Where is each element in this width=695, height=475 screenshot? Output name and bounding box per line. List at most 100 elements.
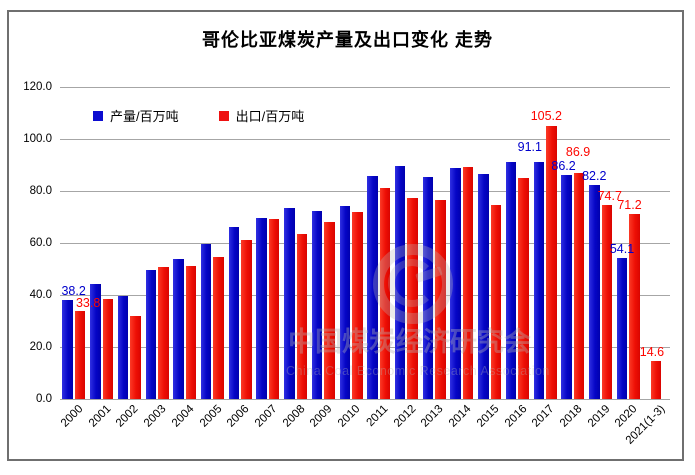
y-tick-label: 20.0 bbox=[29, 341, 52, 353]
data-label-production-2018: 86.2 bbox=[551, 158, 576, 173]
data-label-export-2018: 86.9 bbox=[565, 145, 591, 160]
y-tick-label: 40.0 bbox=[29, 289, 52, 301]
bar-export-2006 bbox=[241, 239, 252, 399]
category-2020: 54.1 71.2 bbox=[610, 87, 642, 399]
data-label-production-2020: 54.1 bbox=[609, 242, 635, 257]
bar-production-2001 bbox=[90, 284, 101, 399]
bar-production-2013 bbox=[422, 176, 434, 399]
bar-export-2009 bbox=[324, 221, 335, 399]
bar-production-2010 bbox=[339, 206, 351, 399]
category-2002 bbox=[115, 87, 143, 399]
bar-export-2002 bbox=[130, 315, 141, 399]
chart-title: 哥伦比亚煤炭产量及出口变化 走势 bbox=[202, 30, 493, 50]
data-label-production-2017: 91.1 bbox=[517, 140, 542, 155]
bar-export-2007 bbox=[268, 219, 280, 399]
bar-export-2014 bbox=[462, 166, 474, 399]
category-2016 bbox=[504, 87, 532, 399]
category-2015 bbox=[476, 87, 504, 399]
category-2006 bbox=[226, 87, 254, 399]
y-tick-label: 80.0 bbox=[29, 185, 52, 197]
data-label-export-2019: 74.7 bbox=[597, 188, 622, 203]
bar-production-2017: 91.1 bbox=[518, 141, 545, 399]
legend-label-export: 出口/百万吨 bbox=[235, 109, 305, 124]
bar-production-2011 bbox=[367, 175, 378, 399]
bar-export-2020: 71.2 bbox=[617, 198, 642, 399]
bar-production-2020: 54.1 bbox=[610, 243, 634, 399]
data-label-export-2021(1-3): 14.6 bbox=[639, 345, 665, 359]
category-2011 bbox=[365, 87, 393, 399]
category-2013 bbox=[420, 87, 448, 399]
y-tick-label: 120.0 bbox=[23, 81, 52, 93]
bar-production-2004 bbox=[173, 259, 184, 399]
bar-export-2012 bbox=[407, 198, 418, 399]
gridline-80 bbox=[60, 191, 670, 192]
bar-production-2003 bbox=[145, 269, 157, 399]
category-2005 bbox=[199, 87, 227, 399]
bar-production-2009 bbox=[311, 210, 323, 399]
bars-container: 38.2 33.8 91.1 105.2 86.2 86.9 82.2 74.7 54.1 71.… bbox=[60, 87, 670, 399]
legend: 产量/百万吨 出口/百万吨 bbox=[93, 106, 304, 125]
category-2003 bbox=[143, 87, 171, 399]
bar-export-2011 bbox=[379, 188, 391, 399]
bar-export-2018: 86.9 bbox=[566, 146, 590, 399]
bar-export-2017: 105.2 bbox=[531, 109, 562, 399]
category-2001 bbox=[88, 87, 116, 399]
bar-export-2003 bbox=[158, 266, 169, 399]
bar-production-2019: 82.2 bbox=[582, 170, 606, 399]
category-2021(1-3): 14.6 bbox=[640, 87, 670, 399]
bar-export-2001 bbox=[102, 298, 114, 399]
y-axis: 120.0 100.0 80.0 60.0 40.0 20.0 0.0 bbox=[0, 81, 52, 405]
category-2017: 91.1 105.2 bbox=[518, 87, 562, 399]
gridline-40 bbox=[60, 295, 670, 296]
category-2012 bbox=[393, 87, 421, 399]
category-2014 bbox=[448, 87, 476, 399]
plot-area: 38.2 33.8 91.1 105.2 86.2 86.9 82.2 74.7 54.1 71.… bbox=[60, 87, 670, 400]
bar-export-2013 bbox=[435, 200, 446, 399]
category-2009 bbox=[309, 87, 337, 399]
y-tick-label: 100.0 bbox=[23, 133, 52, 145]
production-swatch-icon bbox=[93, 110, 103, 121]
gridline-0 bbox=[60, 399, 670, 400]
data-label-export-2000: 33.8 bbox=[75, 296, 101, 311]
bar-production-2016 bbox=[505, 162, 517, 399]
data-label-production-2000: 38.2 bbox=[61, 283, 86, 298]
gridline-120 bbox=[60, 87, 670, 88]
bar-export-2008 bbox=[296, 233, 308, 399]
bar-production-2007 bbox=[256, 218, 267, 399]
export-swatch-icon bbox=[218, 110, 229, 121]
bar-production-2000: 38.2 bbox=[61, 284, 86, 399]
bar-export-2000: 33.8 bbox=[74, 297, 100, 399]
bar-export-2016 bbox=[518, 178, 529, 399]
bar-production-2018: 86.2 bbox=[551, 159, 576, 399]
legend-item-export: 出口/百万吨 bbox=[218, 106, 305, 125]
legend-label-production: 产量/百万吨 bbox=[110, 109, 179, 124]
bar-export-2019: 74.7 bbox=[598, 189, 622, 399]
data-label-export-2017: 105.2 bbox=[530, 108, 562, 123]
bar-production-2012 bbox=[394, 166, 406, 399]
category-2010 bbox=[337, 87, 365, 399]
category-2008 bbox=[282, 87, 310, 399]
gridline-20 bbox=[60, 347, 670, 348]
bar-export-2004 bbox=[185, 265, 197, 399]
gridline-100 bbox=[60, 139, 670, 140]
category-2019: 82.2 74.7 bbox=[582, 87, 622, 399]
category-2018: 86.2 86.9 bbox=[551, 87, 590, 399]
bar-export-2015 bbox=[490, 205, 502, 399]
data-label-export-2020: 71.2 bbox=[617, 197, 642, 212]
category-2007 bbox=[254, 87, 282, 399]
bar-export-2010 bbox=[352, 212, 363, 399]
bar-production-2014 bbox=[450, 168, 461, 399]
gridline-60 bbox=[60, 243, 670, 244]
data-label-production-2019: 82.2 bbox=[582, 169, 607, 184]
bar-production-2002 bbox=[117, 296, 129, 399]
bar-production-2015 bbox=[478, 174, 489, 399]
bar-production-2008 bbox=[284, 208, 295, 399]
y-tick-label: 0.0 bbox=[36, 393, 52, 405]
bar-export-2005 bbox=[213, 257, 224, 399]
y-tick-label: 60.0 bbox=[29, 237, 52, 249]
bar-export-2021(1-3): 14.6 bbox=[640, 346, 664, 399]
bar-production-2005 bbox=[200, 244, 212, 399]
bar-production-2006 bbox=[228, 227, 240, 399]
category-2004 bbox=[171, 87, 199, 399]
